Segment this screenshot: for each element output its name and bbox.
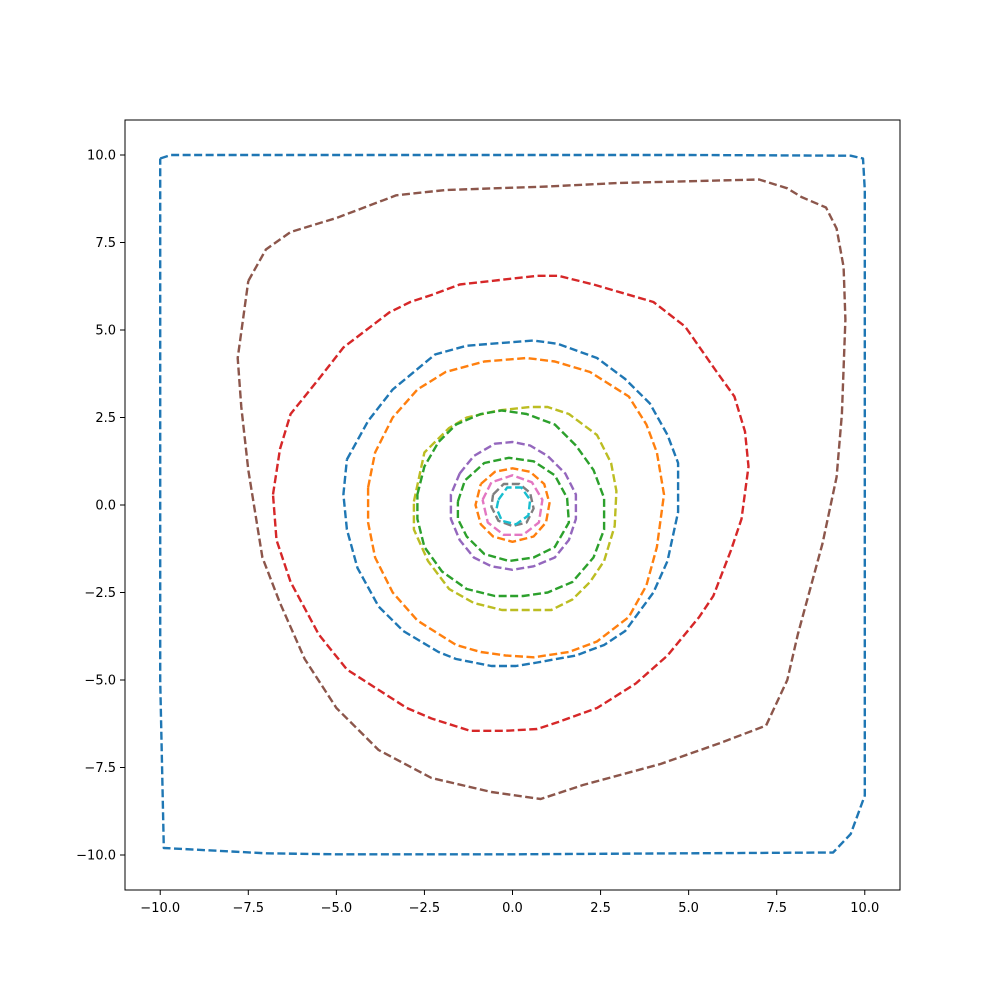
y-tick-label: 7.5 bbox=[95, 236, 116, 251]
y-tick-label: 2.5 bbox=[95, 411, 116, 426]
y-tick-label: −5.0 bbox=[84, 674, 116, 689]
contour-line-8 bbox=[449, 440, 578, 571]
y-tick-label: 5.0 bbox=[95, 324, 116, 339]
x-tick-label: 2.5 bbox=[590, 901, 611, 916]
y-tick-label: 0.0 bbox=[95, 499, 116, 514]
y-tick-label: −7.5 bbox=[84, 761, 116, 776]
x-tick-label: −10.0 bbox=[140, 901, 180, 916]
x-tick-label: 7.5 bbox=[766, 901, 787, 916]
y-tick-label: −10.0 bbox=[76, 849, 116, 864]
x-tick-label: 0.0 bbox=[502, 901, 523, 916]
y-axis: −10.0 −7.5 −5.0 −2.5 0.0 2.5 5.0 7.5 10.0 bbox=[76, 149, 125, 864]
x-tick-label: 5.0 bbox=[678, 901, 699, 916]
contour-line-10 bbox=[474, 467, 551, 543]
y-tick-label: −2.5 bbox=[84, 586, 116, 601]
x-axis: −10.0 −7.5 −5.0 −2.5 0.0 2.5 5.0 7.5 10.0 bbox=[140, 890, 879, 916]
contour-lines bbox=[159, 153, 866, 856]
contour-line-5 bbox=[366, 356, 666, 659]
contour-line-13 bbox=[495, 486, 532, 526]
y-tick-label: 10.0 bbox=[87, 149, 116, 164]
x-tick-label: −7.5 bbox=[233, 901, 265, 916]
contour-line-4 bbox=[342, 339, 680, 668]
contour-line-11 bbox=[481, 474, 544, 536]
contour-line-2 bbox=[236, 178, 847, 801]
x-tick-label: −2.5 bbox=[409, 901, 441, 916]
contour-line-3 bbox=[271, 274, 750, 732]
contour-line-9 bbox=[456, 456, 571, 563]
contour-line-1 bbox=[159, 153, 866, 856]
axes-frame bbox=[124, 119, 901, 891]
x-tick-label: 10.0 bbox=[850, 901, 879, 916]
x-tick-label: −5.0 bbox=[321, 901, 353, 916]
contour-line-7 bbox=[416, 409, 606, 598]
